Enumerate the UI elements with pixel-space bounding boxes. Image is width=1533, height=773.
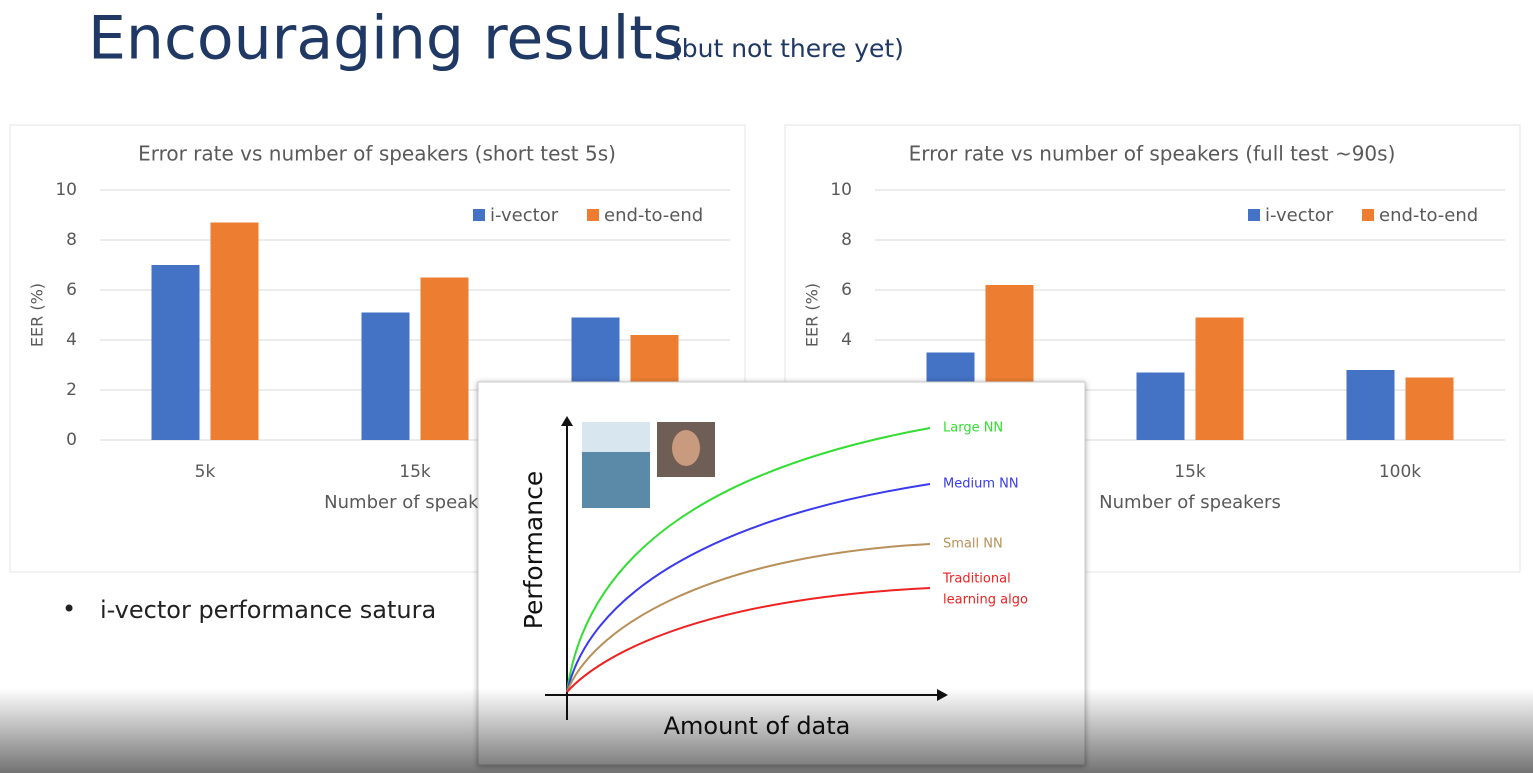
legend-swatch [587, 209, 599, 221]
y-tick-label: 0 [66, 430, 77, 450]
legend-swatch [473, 209, 485, 221]
y-axis-label: EER (%) [28, 283, 47, 347]
curve-label: Large NN [943, 421, 1003, 436]
x-tick-label: 15k [1174, 462, 1206, 482]
slide-title: Encouraging results [88, 4, 684, 74]
curve-label: learning algo [943, 593, 1028, 608]
curve [566, 483, 931, 693]
y-axis-label: EER (%) [803, 283, 822, 347]
y-tick-label: 6 [841, 280, 852, 300]
player-shade [0, 688, 1533, 773]
y-tick-label: 8 [66, 230, 77, 250]
author-face [672, 430, 700, 466]
y-tick-label: 10 [830, 180, 852, 200]
x-tick-label: 100k [1379, 462, 1421, 482]
curve-label: Small NN [943, 537, 1003, 552]
bullet-dot: • [62, 595, 76, 623]
legend-swatch [1248, 209, 1260, 221]
arrow-head [561, 416, 573, 426]
legend-label: i-vector [1265, 205, 1334, 226]
book-cover-top [582, 422, 650, 452]
y-tick-label: 4 [841, 330, 852, 350]
curve-label: Traditional [942, 572, 1011, 587]
legend-swatch [1362, 209, 1374, 221]
y-tick-label: 6 [66, 280, 77, 300]
y-tick-label: 2 [66, 380, 77, 400]
bar [420, 277, 469, 440]
x-tick-label: 15k [399, 462, 431, 482]
y-tick-label: 8 [841, 230, 852, 250]
legend-label: end-to-end [1379, 205, 1478, 226]
x-axis-label: Number of speakers [324, 492, 506, 513]
bar [1405, 377, 1454, 440]
bar [1346, 370, 1395, 440]
y-tick-label: 10 [55, 180, 77, 200]
x-axis-label: Number of speakers [1099, 492, 1281, 513]
y-tick-label: 4 [66, 330, 77, 350]
diagram-y-label: Performance [519, 471, 548, 629]
curve-label: Medium NN [943, 477, 1019, 492]
legend-label: end-to-end [604, 205, 703, 226]
bar [1136, 372, 1185, 440]
slide-subtitle: (but not there yet) [672, 34, 904, 63]
bar [361, 312, 410, 440]
curve [566, 543, 931, 693]
bar [151, 265, 200, 440]
bar [210, 222, 259, 440]
chart-title: Error rate vs number of speakers (full t… [909, 142, 1396, 166]
bar [1195, 317, 1244, 440]
legend-label: i-vector [490, 205, 559, 226]
curve [566, 587, 931, 693]
bullet-text: i-vector performance satura [100, 596, 436, 624]
chart-title: Error rate vs number of speakers (short … [138, 142, 616, 166]
x-tick-label: 5k [195, 462, 216, 482]
curve [566, 427, 931, 693]
